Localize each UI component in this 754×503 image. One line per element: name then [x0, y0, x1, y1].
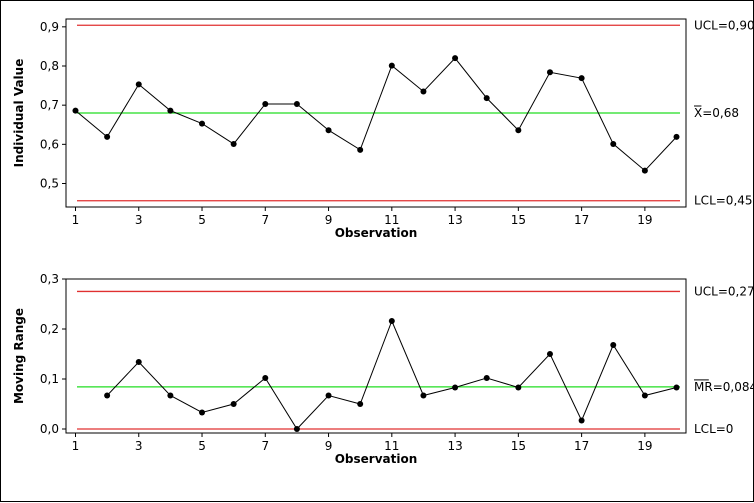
x-tick-label: 9	[325, 439, 333, 453]
data-point	[546, 351, 553, 357]
data-point	[357, 146, 364, 153]
data-point	[641, 167, 648, 174]
x-tick-label: 17	[574, 213, 589, 227]
x-tick-label: 7	[261, 439, 269, 453]
data-point	[673, 133, 680, 140]
data-point	[420, 392, 427, 399]
x-tick-label: 13	[447, 439, 462, 453]
data-point	[483, 95, 490, 102]
data-point	[135, 81, 142, 88]
data-point	[104, 133, 111, 140]
data-point	[578, 417, 585, 424]
data-point	[483, 375, 490, 381]
data-point	[452, 384, 459, 391]
y-tick-label: 0,2	[40, 322, 59, 336]
data-point	[578, 75, 585, 82]
data-point	[293, 426, 300, 432]
center-label: MR=0,0842	[694, 380, 754, 394]
y-axis-label: Individual Value	[12, 59, 26, 168]
x-tick-label: 1	[72, 439, 80, 453]
data-point	[230, 401, 237, 407]
y-tick-label: 0,3	[40, 272, 59, 286]
data-point	[641, 392, 648, 399]
data-point	[72, 107, 79, 114]
ucl-label: UCL=0,9040	[694, 18, 754, 32]
data-point	[357, 401, 364, 407]
data-point	[420, 88, 427, 95]
x-tick-label: 5	[198, 439, 206, 453]
y-tick-label: 0,6	[40, 137, 59, 151]
center-label: X=0,68	[694, 106, 739, 120]
data-point	[199, 409, 206, 416]
x-tick-label: 19	[637, 213, 652, 227]
x-tick-label: 11	[384, 439, 399, 453]
y-tick-label: 0,0	[40, 422, 59, 436]
lcl-label: LCL=0	[694, 422, 733, 436]
lcl-label: LCL=0,4560	[694, 194, 754, 208]
y-tick-label: 0,5	[40, 177, 59, 191]
y-tick-label: 0,1	[40, 372, 59, 386]
data-point	[515, 384, 522, 391]
x-tick-label: 9	[325, 213, 333, 227]
x-tick-label: 17	[574, 439, 589, 453]
moving-range-plot-area	[65, 278, 687, 434]
data-point	[546, 69, 553, 76]
data-point	[167, 392, 174, 399]
data-point	[673, 384, 680, 391]
y-tick-label: 0,7	[40, 98, 59, 112]
x-tick-label: 11	[384, 213, 399, 227]
data-point	[452, 55, 459, 62]
x-tick-label: 1	[72, 213, 80, 227]
data-point	[167, 107, 174, 114]
data-point	[325, 127, 332, 134]
individuals-panel: 0,50,60,70,80,91 3 5 7 9 11 13 15 17 19Observatio…	[12, 18, 754, 240]
x-axis-label: Observation	[335, 226, 418, 240]
x-tick-label: 15	[511, 439, 526, 453]
data-point	[293, 100, 300, 107]
x-tick-label: 5	[198, 213, 206, 227]
data-point	[388, 62, 395, 69]
x-tick-label: 3	[135, 439, 143, 453]
y-tick-label: 0,8	[40, 59, 59, 73]
y-tick-label: 0,9	[40, 20, 59, 34]
ucl-label: UCL=0,2751	[694, 284, 754, 298]
data-point	[262, 100, 269, 107]
y-axis-label: Moving Range	[12, 308, 26, 404]
data-point	[199, 120, 206, 127]
x-tick-label: 19	[637, 439, 652, 453]
data-point	[325, 392, 332, 399]
data-point	[230, 140, 237, 147]
data-point	[262, 375, 269, 381]
moving-range-panel: 0,00,10,20,31 3 5 7 9 11 13 15 17 19ObservationMo…	[12, 272, 754, 466]
x-tick-label: 3	[135, 213, 143, 227]
data-point	[610, 342, 617, 348]
x-tick-label: 7	[261, 213, 269, 227]
data-point	[515, 127, 522, 134]
x-axis-label: Observation	[335, 452, 418, 466]
individuals-series-line	[75, 57, 677, 172]
data-point	[135, 359, 142, 365]
data-point	[610, 140, 617, 147]
data-point	[388, 318, 395, 324]
x-tick-label: 13	[447, 213, 462, 227]
x-tick-label: 15	[511, 213, 526, 227]
data-point	[104, 392, 111, 399]
